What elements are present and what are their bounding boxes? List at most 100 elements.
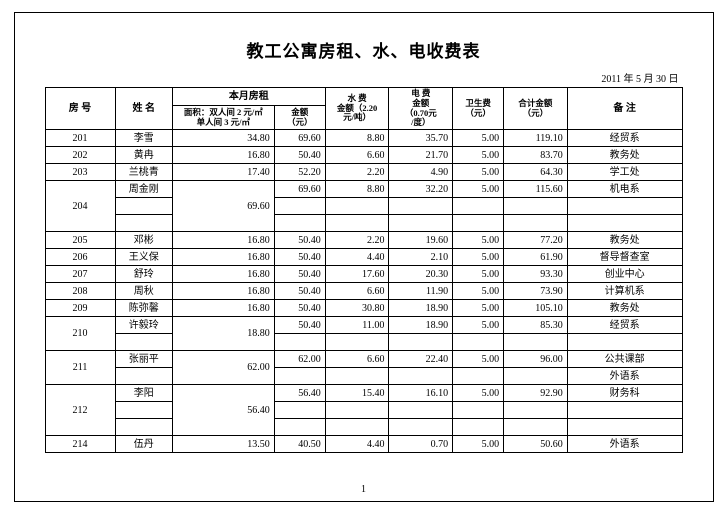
cell-room: 204: [45, 181, 115, 232]
cell-water: [325, 334, 389, 351]
cell-elec: 2.10: [389, 249, 453, 266]
cell-name: [115, 198, 172, 215]
cell-elec: 32.20: [389, 181, 453, 198]
cell-area: 16.80: [172, 147, 274, 164]
cell-note: 计算机系: [567, 283, 682, 300]
cell-name: 周金刚: [115, 181, 172, 198]
cell-san: 5.00: [453, 351, 504, 368]
cell-area: 18.80: [172, 317, 274, 351]
cell-rent: 50.40: [274, 147, 325, 164]
cell-name: 舒玲: [115, 266, 172, 283]
cell-name: 黄冉: [115, 147, 172, 164]
cell-area: 16.80: [172, 266, 274, 283]
cell-water: 8.80: [325, 181, 389, 198]
cell-rent: 56.40: [274, 385, 325, 402]
cell-total: [504, 215, 568, 232]
table-row: 外语系: [45, 368, 682, 385]
cell-area: 16.80: [172, 300, 274, 317]
cell-area: 16.80: [172, 249, 274, 266]
cell-elec: 20.30: [389, 266, 453, 283]
cell-room: 207: [45, 266, 115, 283]
cell-note: 学工处: [567, 164, 682, 181]
cell-rent: 69.60: [274, 181, 325, 198]
cell-name: 李雪: [115, 130, 172, 147]
page-date: 2011 年 5 月 30 日: [45, 70, 683, 85]
cell-name: 陈弥馨: [115, 300, 172, 317]
cell-elec: 35.70: [389, 130, 453, 147]
cell-room: 210: [45, 317, 115, 351]
cell-total: 77.20: [504, 232, 568, 249]
cell-elec: [389, 368, 453, 385]
cell-water: [325, 198, 389, 215]
cell-name: 张丽平: [115, 351, 172, 368]
cell-name: 许毅玲: [115, 317, 172, 334]
cell-total: 93.30: [504, 266, 568, 283]
cell-total: 61.90: [504, 249, 568, 266]
table-row: 203兰桃青17.4052.202.204.905.0064.30学工处: [45, 164, 682, 181]
cell-water: 2.20: [325, 164, 389, 181]
cell-san: 5.00: [453, 385, 504, 402]
cell-note: 创业中心: [567, 266, 682, 283]
cell-san: 5.00: [453, 181, 504, 198]
cell-water: 15.40: [325, 385, 389, 402]
cell-room: 206: [45, 249, 115, 266]
cell-elec: [389, 419, 453, 436]
fee-table: 房 号 姓 名 本月房租 水 费金额（2.20元/吨） 电 费金额（0.70元/…: [45, 87, 683, 453]
cell-rent: [274, 198, 325, 215]
header-area: 面积：双人间 2 元/㎡单人间 3 元/㎡: [172, 106, 274, 130]
cell-san: [453, 368, 504, 385]
cell-water: 2.20: [325, 232, 389, 249]
cell-water: 8.80: [325, 130, 389, 147]
cell-rent: [274, 419, 325, 436]
cell-total: 92.90: [504, 385, 568, 402]
cell-total: 119.10: [504, 130, 568, 147]
table-row: 210许毅玲18.8050.4011.0018.905.0085.30经贸系: [45, 317, 682, 334]
header-elec: 电 费金额（0.70元/度）: [389, 88, 453, 130]
table-row: [45, 198, 682, 215]
cell-rent: 50.40: [274, 249, 325, 266]
cell-name: 周秋: [115, 283, 172, 300]
cell-room: 209: [45, 300, 115, 317]
cell-name: 伍丹: [115, 436, 172, 453]
cell-total: [504, 198, 568, 215]
cell-elec: 19.60: [389, 232, 453, 249]
cell-rent: 62.00: [274, 351, 325, 368]
cell-note: 公共课部: [567, 351, 682, 368]
cell-note: [567, 402, 682, 419]
cell-elec: 22.40: [389, 351, 453, 368]
cell-note: 财务科: [567, 385, 682, 402]
cell-san: [453, 334, 504, 351]
cell-water: [325, 215, 389, 232]
cell-san: 5.00: [453, 130, 504, 147]
table-row: 214伍丹13.5040.504.400.705.0050.60外语系: [45, 436, 682, 453]
cell-room: 205: [45, 232, 115, 249]
cell-san: 5.00: [453, 147, 504, 164]
cell-water: 11.00: [325, 317, 389, 334]
cell-room: 214: [45, 436, 115, 453]
cell-rent: [274, 402, 325, 419]
cell-elec: 4.90: [389, 164, 453, 181]
cell-water: 6.60: [325, 283, 389, 300]
cell-rent: 50.40: [274, 283, 325, 300]
header-room: 房 号: [45, 88, 115, 130]
cell-area: 16.80: [172, 283, 274, 300]
cell-water: 6.60: [325, 351, 389, 368]
header-note: 备 注: [567, 88, 682, 130]
cell-note: 教务处: [567, 147, 682, 164]
cell-area: 16.80: [172, 232, 274, 249]
cell-area: 34.80: [172, 130, 274, 147]
cell-water: 30.80: [325, 300, 389, 317]
cell-elec: 0.70: [389, 436, 453, 453]
cell-water: 6.60: [325, 147, 389, 164]
cell-total: 96.00: [504, 351, 568, 368]
cell-name: 兰桃青: [115, 164, 172, 181]
cell-water: 17.60: [325, 266, 389, 283]
cell-room: 202: [45, 147, 115, 164]
cell-total: 50.60: [504, 436, 568, 453]
cell-name: [115, 215, 172, 232]
table-row: 206王义保16.8050.404.402.105.0061.90督导督查室: [45, 249, 682, 266]
cell-note: 外语系: [567, 368, 682, 385]
table-row: [45, 402, 682, 419]
cell-name: [115, 368, 172, 385]
cell-san: [453, 198, 504, 215]
